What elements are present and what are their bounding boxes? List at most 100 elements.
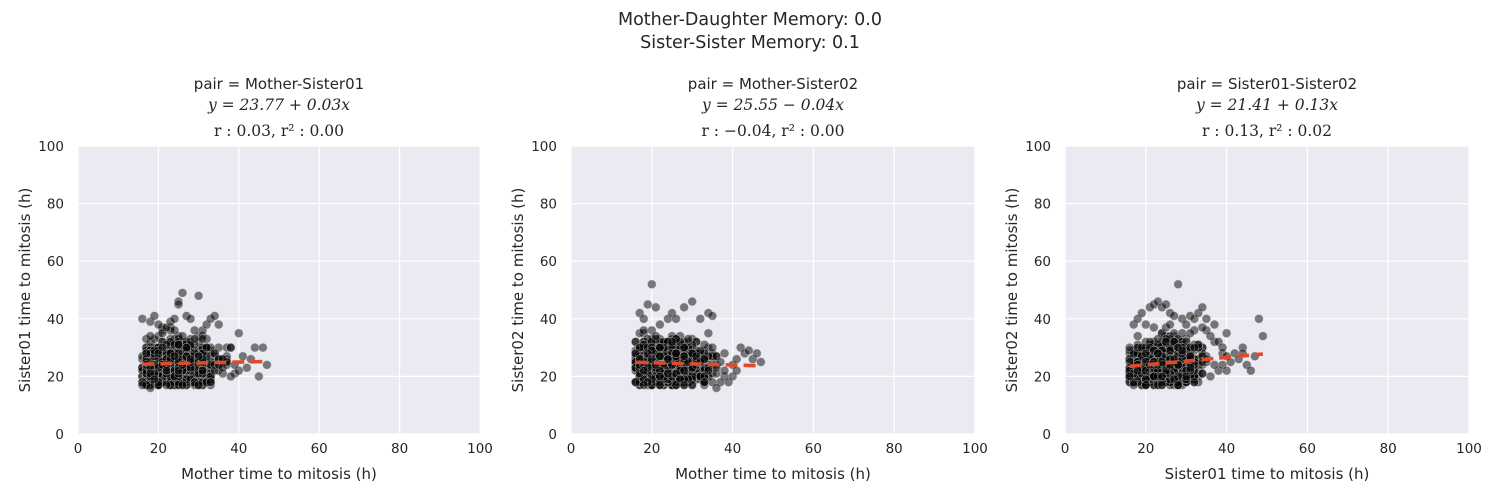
correlation-stats: r : −0.04, r² : 0.00 [701,122,844,140]
scatter-point [1169,311,1179,321]
scatter-point [1181,371,1191,382]
scatter-point [667,337,677,347]
scatter-point [1137,308,1147,318]
x-tick-label: 80 [886,441,903,457]
scatter-point [752,348,762,358]
x-tick-label: 60 [805,441,822,457]
scatter-point [153,348,163,358]
scatter-point [671,380,681,390]
scatter-point [145,331,155,341]
scatter-point [671,314,681,324]
x-tick-label: 40 [230,441,247,457]
x-tick-label: 80 [1380,441,1397,457]
y-tick-label: 40 [540,312,557,328]
scatter-point [177,331,188,341]
suptitle-line-2: Sister-Sister Memory: 0.1 [640,33,860,53]
x-tick-label: 0 [1061,441,1070,457]
scatter-point [655,343,665,353]
scatter-point [1205,371,1216,382]
scatter-point [169,325,180,335]
scatter-point [1217,343,1228,353]
y-axis-label: Sister02 time to mitosis (h) [1003,188,1021,393]
scatter-point [1189,343,1199,353]
scatter-point [149,374,159,384]
scatter-point [1149,371,1159,382]
x-tick-label: 100 [962,441,988,457]
y-tick-label: 80 [47,197,64,213]
plot-area [1065,146,1469,434]
scatter-point [1173,279,1183,289]
scatter-point [238,351,248,361]
scatter-point [1125,371,1135,382]
scatter-point [699,354,709,364]
x-tick-label: 20 [643,441,660,457]
scatter-point [679,380,689,390]
x-axis-label: Sister01 time to mitosis (h) [1165,465,1370,483]
scatter-point [639,366,649,376]
scatter-point [695,314,705,324]
x-tick-label: 60 [311,441,328,457]
scatter-point [732,366,742,376]
panel-2: pair = Mother-Sister02 y = 25.55 − 0.04x r… [509,75,988,483]
regression-equation: y = 25.55 − 0.04x [701,96,844,114]
scatter-point [218,363,228,373]
scatter-point [756,357,766,367]
scatter-point [655,319,665,330]
scatter-point [1165,345,1175,356]
regression-equation: y = 23.77 + 0.03x [207,96,350,114]
x-tick-label: 60 [1299,441,1316,457]
scatter-point [149,311,159,321]
panel-title: pair = Sister01-Sister02 [1177,75,1357,93]
scatter-point [703,366,713,376]
scatter-point [137,380,147,390]
panel-title: pair = Mother-Sister02 [688,75,858,93]
scatter-point [1189,377,1199,387]
scatter-point [703,328,713,338]
x-tick-label: 20 [1137,441,1154,457]
scatter-point [242,363,252,373]
scatter-point [1181,319,1191,330]
y-tick-label: 80 [540,197,557,213]
scatter-point [671,348,681,358]
scatter-point [177,380,188,390]
scatter-point [699,377,709,387]
scatter-point [1185,328,1195,338]
regression-line [142,359,267,366]
scatter-point [679,343,689,353]
scatter-point [153,319,163,330]
scatter-point [639,380,649,390]
scatter-point [1221,366,1232,376]
scatter-point [1197,368,1207,379]
scatter-point [262,360,272,370]
scatter-point [1141,319,1151,330]
scatter-point [679,366,689,376]
scatter-point [198,366,208,376]
y-tick-label: 60 [540,254,557,270]
scatter-point [161,380,172,390]
scatter-point [254,371,264,382]
scatter-point [711,383,722,393]
scatter-point [1246,366,1256,376]
y-axis-label: Sister01 time to mitosis (h) [16,188,34,393]
x-axis-label: Mother time to mitosis (h) [181,465,377,483]
scatter-point [631,377,641,387]
scatter-point [1133,331,1143,341]
scatter-point [1209,360,1220,370]
scatter-point [732,354,742,364]
plot-area [78,146,480,434]
scatter-point [141,348,151,358]
scatter-point [1205,331,1216,341]
scatter-point [679,351,689,361]
scatter-point [185,354,196,364]
scatter-point [194,351,204,361]
scatter-point [651,331,661,341]
scatter-point [1129,380,1139,390]
scatter-point [1141,348,1151,358]
panel-title: pair = Mother-Sister01 [194,75,364,93]
scatter-point [639,325,649,335]
panel-3: pair = Sister01-Sister02 y = 21.41 + 0.13… [1003,75,1482,483]
scatter-point [647,279,657,289]
scatter-point [234,328,244,338]
scatter-point [1185,363,1195,373]
